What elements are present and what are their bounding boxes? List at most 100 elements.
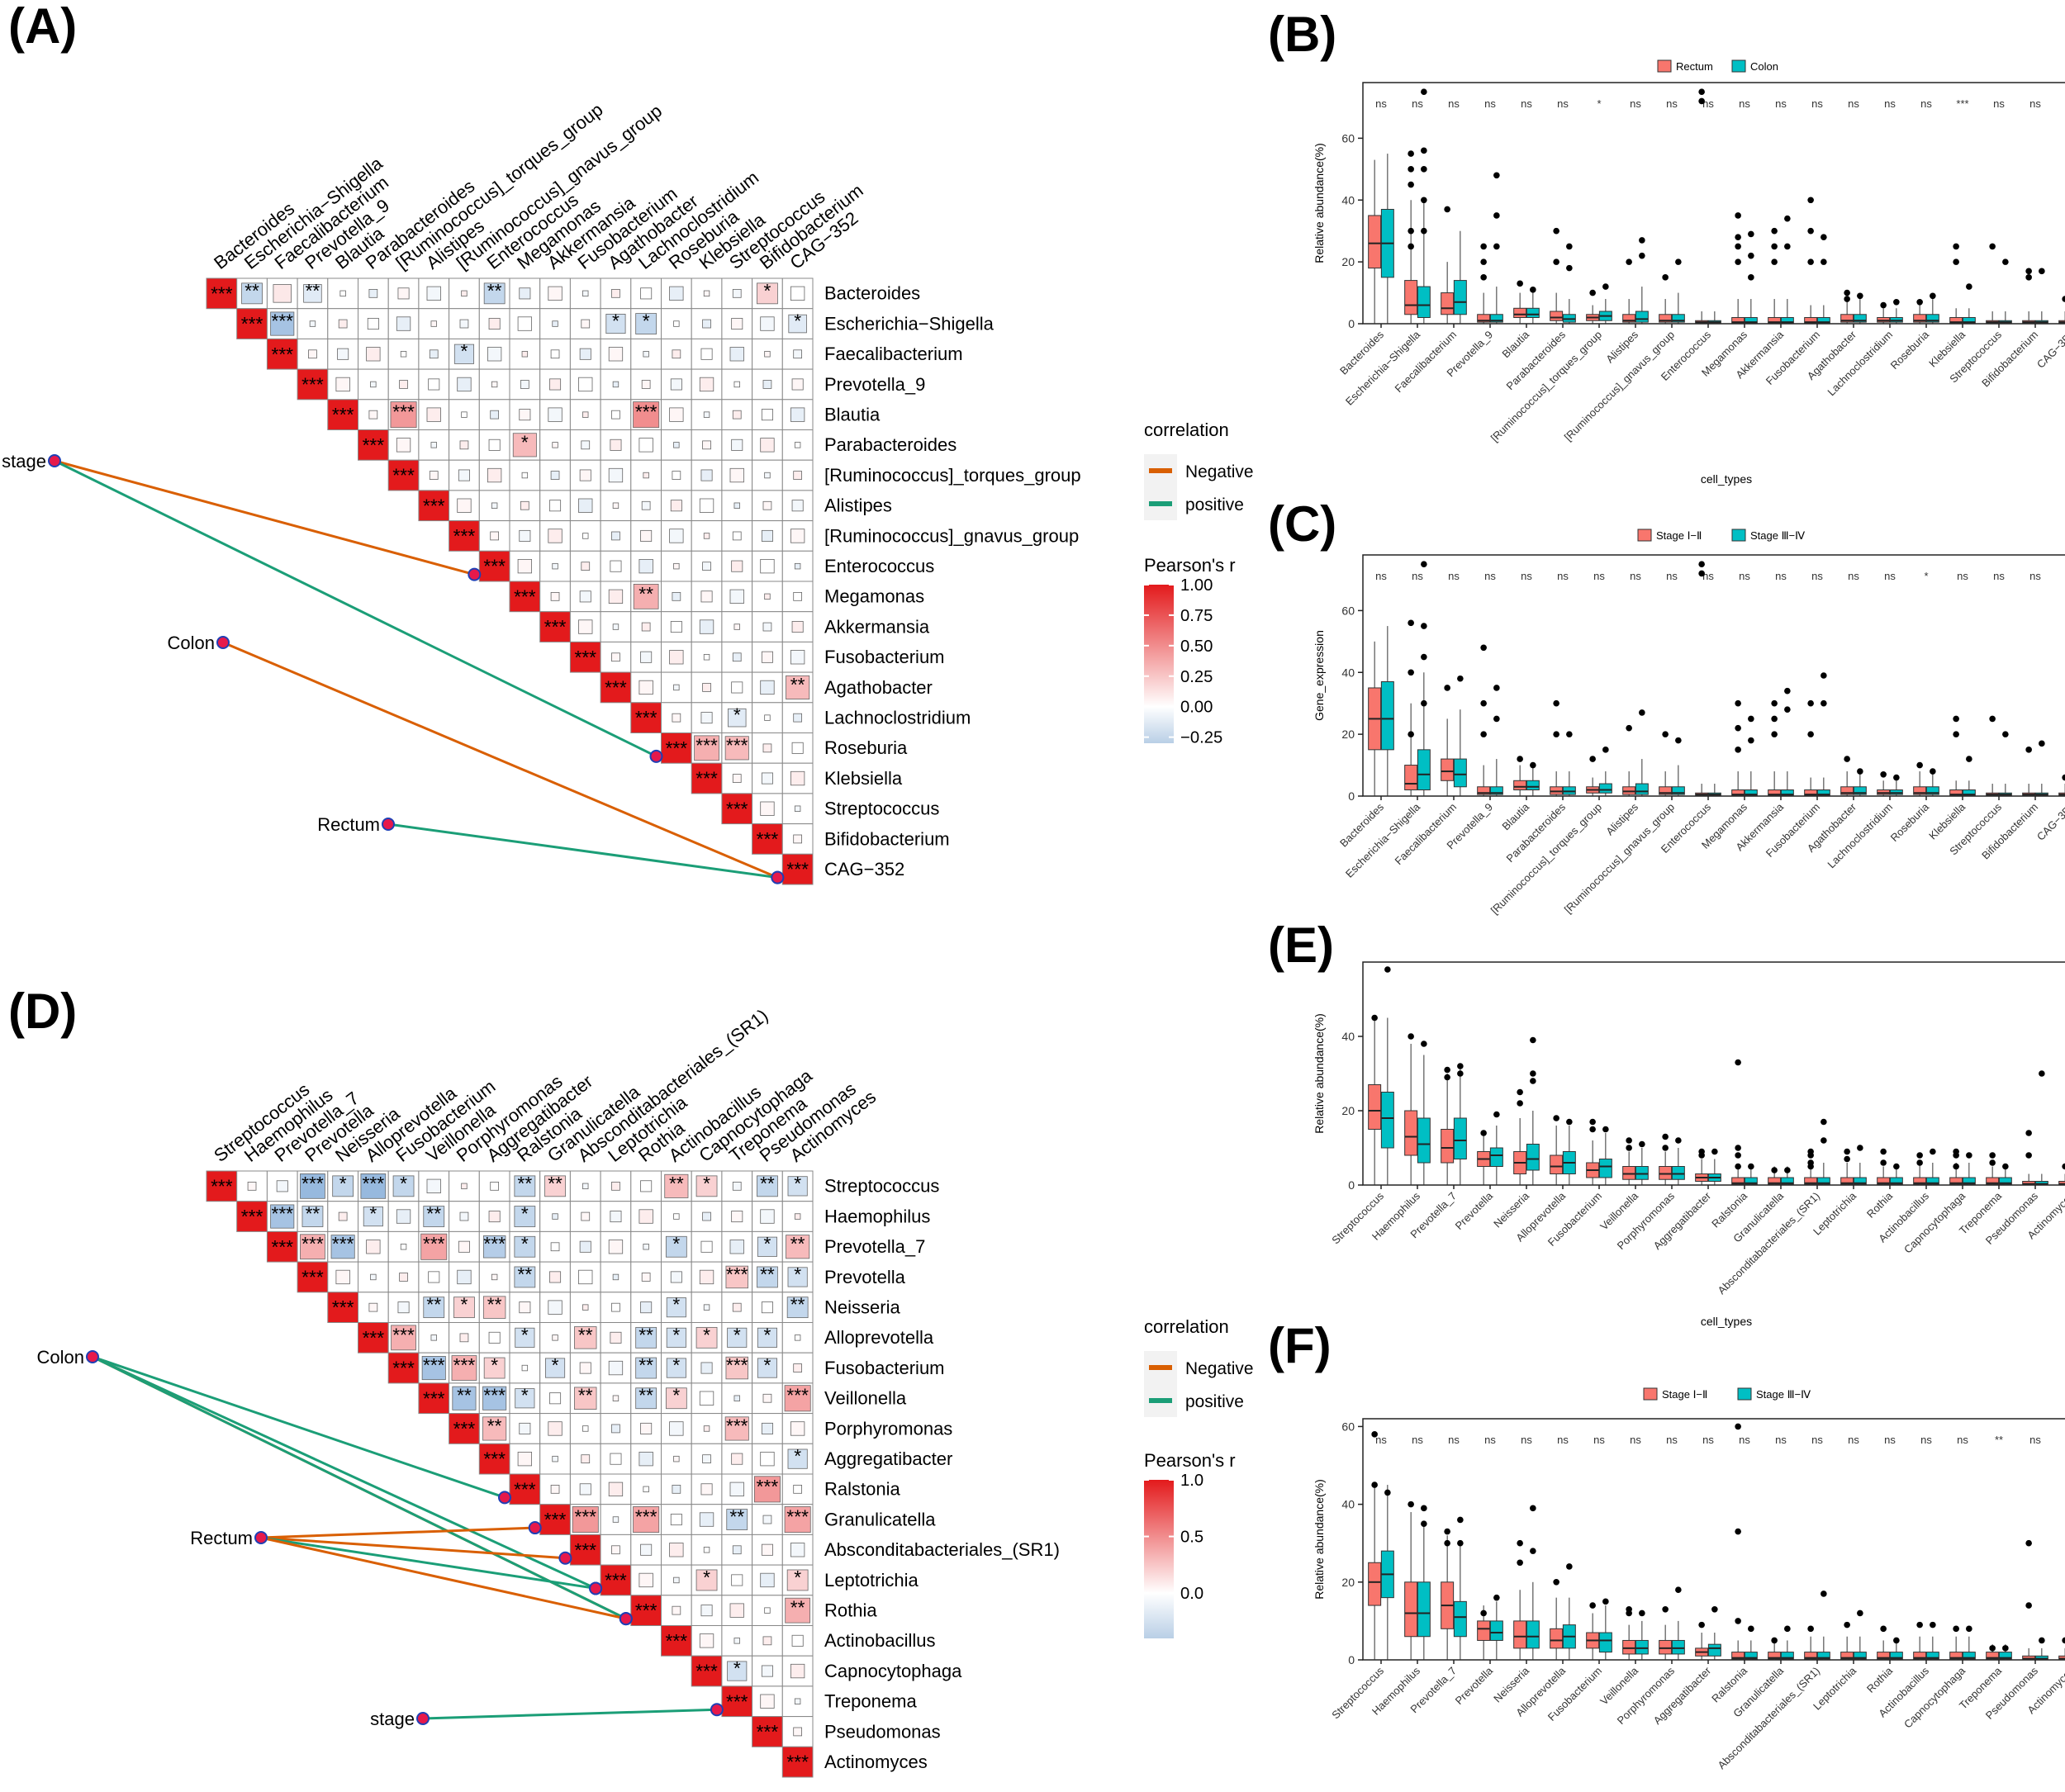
cell-square <box>612 1273 620 1281</box>
colorbar-tick-label: 0.00 <box>1180 699 1213 717</box>
plot-area <box>1362 82 2065 325</box>
cell-square <box>764 714 771 721</box>
outlier-point <box>1639 1140 1645 1148</box>
significance-label: ns <box>1666 97 1678 110</box>
significance-label: ns <box>1521 570 1532 582</box>
cell-square <box>733 1395 740 1401</box>
cell-square <box>549 1271 562 1283</box>
factor-node-stage <box>416 1712 430 1725</box>
box-s2-absconditabacteriales-sr1 <box>1816 1177 1830 1185</box>
outlier-point <box>1735 212 1741 219</box>
x-tick-label-blautia: Blautia <box>1499 800 1531 832</box>
cell-square <box>515 1327 535 1348</box>
link-end-node <box>619 1612 633 1626</box>
cell-square <box>702 683 711 692</box>
cell-square <box>788 314 807 334</box>
outlier-point <box>1480 274 1487 281</box>
cell-square <box>608 589 624 604</box>
cell-prevotella-prevotella <box>297 1261 329 1293</box>
cell-square <box>521 1364 529 1372</box>
outlier-point <box>1748 1163 1754 1170</box>
cell-sig: ** <box>638 1324 653 1345</box>
box-s2-granulicatella <box>1780 1177 1794 1185</box>
outlier-point <box>1626 258 1632 265</box>
cell-square <box>548 1300 563 1315</box>
outlier-point <box>1844 1155 1850 1163</box>
cell-sig: *** <box>271 1236 293 1258</box>
outlier-point <box>1602 1598 1609 1605</box>
cell-square <box>699 498 714 513</box>
outlier-point <box>1807 1152 1814 1159</box>
cell-square <box>793 471 803 480</box>
cell-square <box>641 1273 651 1282</box>
outlier-point <box>1493 685 1500 691</box>
significance-label: ns <box>1848 97 1859 110</box>
y-tick-label: 0 <box>1348 1178 1355 1192</box>
outlier-point <box>1989 1645 1996 1652</box>
box-s1-actinobacillus <box>1913 1177 1927 1185</box>
cell-square <box>487 467 502 483</box>
box-stage-rothia <box>1877 1652 1891 1660</box>
box-stage-roseburia <box>1925 786 1939 795</box>
outlier-point <box>1421 623 1427 629</box>
cell-square <box>273 284 292 303</box>
legend-title: correlation <box>1144 1316 1229 1337</box>
significance-label: ns <box>1739 1434 1750 1446</box>
cell-square <box>672 349 681 359</box>
cell-square <box>368 410 378 420</box>
cell-square <box>488 1211 501 1223</box>
outlier-point <box>1989 715 1996 723</box>
box-colon-roseburia <box>1925 314 1939 323</box>
factor-node-colon <box>216 636 230 649</box>
cell-capnocytophaga-capnocytophaga <box>691 1655 723 1687</box>
cell-square <box>396 438 411 453</box>
y-axis-label: Relative abundance(%) <box>1313 1479 1326 1600</box>
legend-label-stage: Stage Ⅰ−Ⅱ <box>1662 1388 1707 1401</box>
cell-square <box>760 1694 775 1709</box>
cell-sig: *** <box>786 1752 809 1773</box>
cell-square <box>520 380 529 389</box>
cell-square <box>519 1301 531 1314</box>
box-s2-haemophilus <box>1417 1117 1431 1164</box>
cell-square <box>521 351 529 358</box>
cell-sig: *** <box>363 1173 385 1194</box>
cell-square <box>732 410 742 420</box>
cell-square <box>641 380 651 389</box>
cell-square <box>791 500 804 512</box>
legend-label-negative: Negative <box>1185 1359 1253 1378</box>
cell-square <box>368 1302 378 1312</box>
cell-square <box>519 1422 531 1434</box>
cell-square <box>519 529 531 542</box>
box-stage-neisseria <box>1526 1620 1540 1649</box>
outlier-point <box>1444 1066 1450 1074</box>
cell-sig: ** <box>760 1263 775 1285</box>
outlier-point <box>1893 1163 1900 1170</box>
legend-label-negative: Negative <box>1185 462 1253 481</box>
link-end-node <box>528 1521 542 1535</box>
cell-sig: *** <box>605 1570 627 1591</box>
box-stage-faecalibacterium <box>1441 758 1455 781</box>
x-tick-label-rothia: Rothia <box>1864 1664 1896 1695</box>
cell-sig: ** <box>244 280 259 301</box>
box-s2-capnocytophaga <box>1962 1177 1976 1185</box>
box-stage-treponema <box>1986 1652 2000 1660</box>
outlier-point <box>2002 1163 2009 1170</box>
cell-square <box>578 498 593 513</box>
cell-square <box>517 1451 533 1467</box>
box-s1-porphyromonas <box>1659 1166 1673 1180</box>
cell-square <box>400 1244 407 1250</box>
cell-square <box>426 407 441 422</box>
outlier-point <box>1408 1500 1414 1508</box>
row-label-streptococcus: Streptococcus <box>824 1176 939 1197</box>
cell-sig: * <box>672 1354 680 1376</box>
outlier-point <box>1771 1167 1778 1173</box>
cell-sig: *** <box>514 585 536 607</box>
box-rectum-megamonas <box>1731 317 1745 324</box>
outlier-point <box>1480 731 1487 737</box>
significance-label: ns <box>1484 570 1496 582</box>
outlier-point <box>1530 1548 1536 1554</box>
outlier-point <box>2039 1637 2045 1644</box>
cell-square <box>669 529 684 543</box>
box-rectum-fusobacterium <box>1804 317 1818 324</box>
cell-square <box>370 1273 377 1281</box>
